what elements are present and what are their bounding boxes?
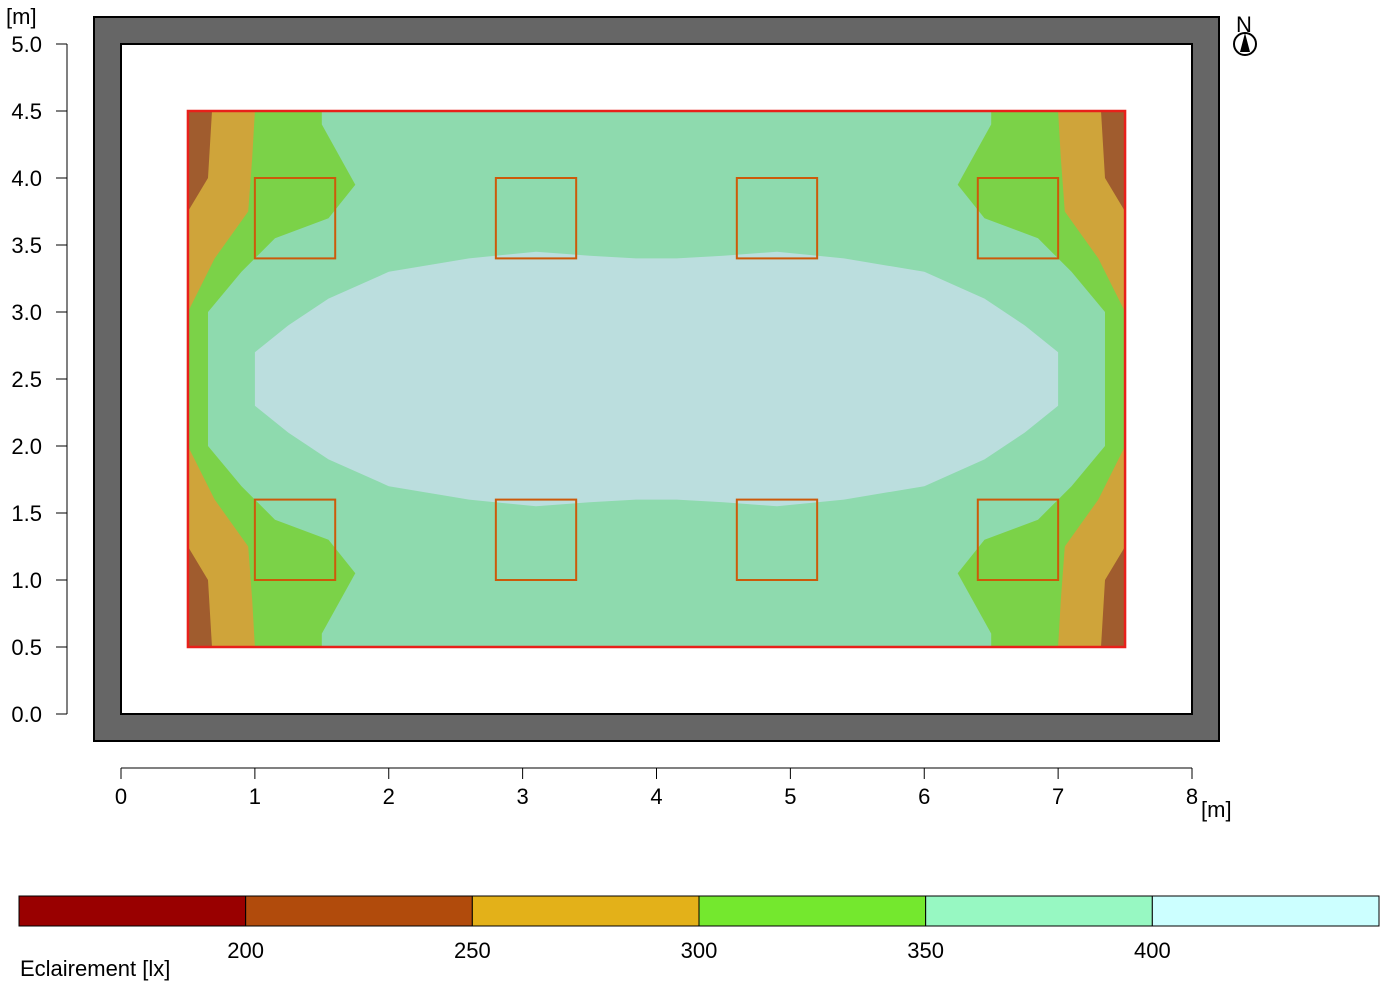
x-axis: [m] 0 1 2 3 4 5 6 7 8 (115, 767, 1232, 822)
legend-threshold-label: 250 (454, 938, 491, 963)
x-tick-label: 8 (1186, 784, 1198, 809)
calculation-area-border (186, 109, 1127, 649)
x-tick-label: 7 (1052, 784, 1064, 809)
legend-swatch (1151, 895, 1380, 927)
legend-threshold-label: 350 (907, 938, 944, 963)
luminaire-outline (494, 177, 578, 260)
x-tick-label: 0 (115, 784, 127, 809)
y-tick-label: 5.0 (11, 32, 42, 57)
contour-band-350 (254, 251, 1059, 507)
isolux-contours (187, 111, 1126, 647)
luminaire-outline (253, 498, 337, 582)
y-tick-label: 1.5 (11, 501, 42, 526)
luminaire-outline (494, 498, 578, 582)
north-compass-icon: N (1233, 12, 1257, 56)
luminaires (253, 177, 1060, 582)
legend-swatch (925, 895, 1153, 927)
luminaire-outline (735, 177, 819, 260)
x-tick-label: 3 (517, 784, 529, 809)
x-tick-label: 6 (918, 784, 930, 809)
legend-swatch (18, 895, 247, 927)
x-tick-label: 2 (383, 784, 395, 809)
y-tick-label: 3.5 (11, 233, 42, 258)
luminaire-outline (735, 498, 819, 582)
legend-threshold-label: 300 (681, 938, 718, 963)
luminaire-outline (976, 498, 1060, 582)
y-tick-label: 1.0 (11, 568, 42, 593)
luminaire-outline (976, 177, 1060, 260)
legend-swatch (471, 895, 700, 927)
legend-threshold-label: 400 (1134, 938, 1171, 963)
y-tick-label: 2.0 (11, 434, 42, 459)
y-axis: [m] 0.0 0.5 1.0 1.5 2.0 2.5 3.0 3.5 4.0 4.5 5.0 (6, 4, 68, 727)
y-tick-label: 0.0 (11, 702, 42, 727)
legend-swatch (245, 895, 473, 927)
y-axis-unit: [m] (6, 4, 37, 29)
y-tick-label: 4.5 (11, 99, 42, 124)
y-tick-label: 2.5 (11, 367, 42, 392)
compass-label: N (1236, 12, 1252, 37)
x-tick-label: 4 (650, 784, 662, 809)
luminaire-outline (253, 177, 337, 260)
x-tick-label: 1 (249, 784, 261, 809)
x-tick-label: 5 (784, 784, 796, 809)
y-tick-label: 3.0 (11, 300, 42, 325)
x-axis-unit: [m] (1201, 797, 1232, 822)
legend-title: Eclairement [lx] (20, 956, 171, 981)
legend-swatch (698, 895, 927, 927)
legend-color-scale: 200 250 300 350 400 (18, 895, 1380, 963)
y-tick-label: 0.5 (11, 635, 42, 660)
legend-threshold-label: 200 (227, 938, 264, 963)
y-tick-label: 4.0 (11, 166, 42, 191)
